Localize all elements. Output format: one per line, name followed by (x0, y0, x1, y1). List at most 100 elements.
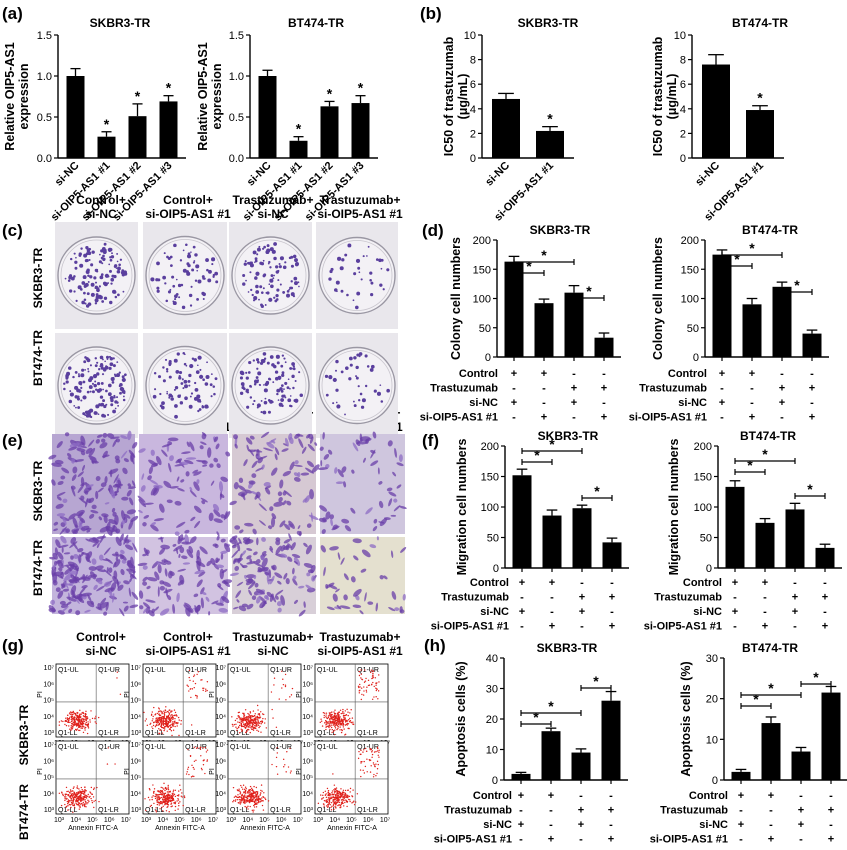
event (164, 725, 166, 728)
colony (94, 357, 98, 360)
event (155, 809, 157, 812)
colony (180, 382, 184, 385)
event (91, 799, 93, 802)
chart-title: SKBR3-TR (537, 641, 598, 655)
colony (73, 405, 76, 407)
event (339, 709, 342, 712)
colony (256, 253, 259, 256)
colony (122, 398, 126, 402)
event (155, 811, 158, 813)
migrated-cell (264, 571, 270, 576)
condition-sign: + (548, 790, 554, 802)
migrated-cell (201, 460, 208, 465)
event (158, 804, 160, 806)
colony (249, 271, 252, 274)
condition-sign: + (518, 790, 524, 802)
event (376, 760, 379, 763)
event (360, 760, 362, 763)
event (159, 714, 162, 717)
migrated-cell (189, 486, 193, 491)
event (360, 753, 362, 756)
y-tick-label: 100 (681, 294, 699, 306)
migrated-cell (110, 436, 120, 440)
event (163, 728, 166, 730)
event (254, 720, 257, 722)
event (175, 714, 177, 716)
migrated-cell (96, 577, 103, 585)
event (170, 710, 172, 712)
migrated-cell (60, 535, 67, 544)
colony (83, 253, 88, 258)
migrated-cell (335, 481, 344, 484)
colony (268, 297, 273, 302)
colony (335, 280, 340, 285)
migrated-cell (305, 544, 312, 555)
migrated-cell (179, 461, 189, 466)
condition-header: si-NC (257, 207, 289, 221)
condition-row-label: Trastuzumab (660, 805, 728, 817)
event (249, 724, 251, 727)
event (322, 712, 325, 714)
migrated-cell (256, 537, 259, 546)
event (239, 792, 242, 794)
event (244, 796, 247, 798)
colony-dots (324, 352, 390, 416)
y-tick-label: 10⁶ (43, 758, 54, 765)
migrated-cell (264, 594, 269, 600)
migrated-cell (132, 441, 138, 449)
event (372, 762, 375, 764)
colony (187, 252, 191, 256)
event (180, 723, 182, 725)
panel-label-h: (h) (424, 636, 446, 655)
event (263, 713, 265, 716)
event-dots (231, 670, 294, 734)
colony (295, 262, 300, 267)
migrated-cell (269, 506, 274, 512)
colony (197, 364, 199, 367)
colony (77, 406, 81, 409)
migrated-cell (89, 513, 95, 519)
condition-sign: - (720, 383, 724, 395)
event (161, 789, 163, 792)
colony (69, 289, 73, 293)
migrated-cell (110, 582, 117, 592)
colony (292, 254, 297, 259)
event (151, 720, 153, 722)
colony (178, 376, 182, 380)
condition-sign: + (809, 383, 815, 395)
y-tick-label: 0.5 (229, 112, 244, 124)
event (253, 722, 256, 724)
migrated-cell (55, 503, 64, 509)
colony (194, 279, 198, 282)
migrated-cell (66, 601, 72, 606)
event (367, 679, 370, 682)
event (321, 798, 323, 800)
colony (189, 364, 194, 369)
migrated-cell (209, 463, 214, 468)
event (196, 747, 199, 749)
colony (181, 378, 184, 381)
event (372, 681, 374, 684)
migrated-cell (184, 529, 190, 534)
event (163, 793, 165, 795)
event (67, 717, 69, 720)
migrated-cell (106, 433, 115, 439)
colony (170, 397, 174, 401)
x-tick-label: 10⁷ (380, 817, 391, 824)
event (253, 801, 256, 803)
colony (278, 265, 282, 269)
event (361, 693, 363, 696)
colony (249, 263, 254, 268)
event (157, 707, 160, 709)
migrated-cell (378, 521, 385, 524)
event (239, 801, 241, 803)
event (235, 799, 237, 801)
y-tick-label: 10 (486, 745, 498, 757)
event (333, 722, 335, 724)
migrated-cell (95, 565, 104, 570)
panel-label-g: (g) (2, 636, 24, 655)
bar (536, 130, 564, 158)
event (256, 719, 259, 721)
event (261, 797, 263, 799)
event (68, 717, 71, 720)
